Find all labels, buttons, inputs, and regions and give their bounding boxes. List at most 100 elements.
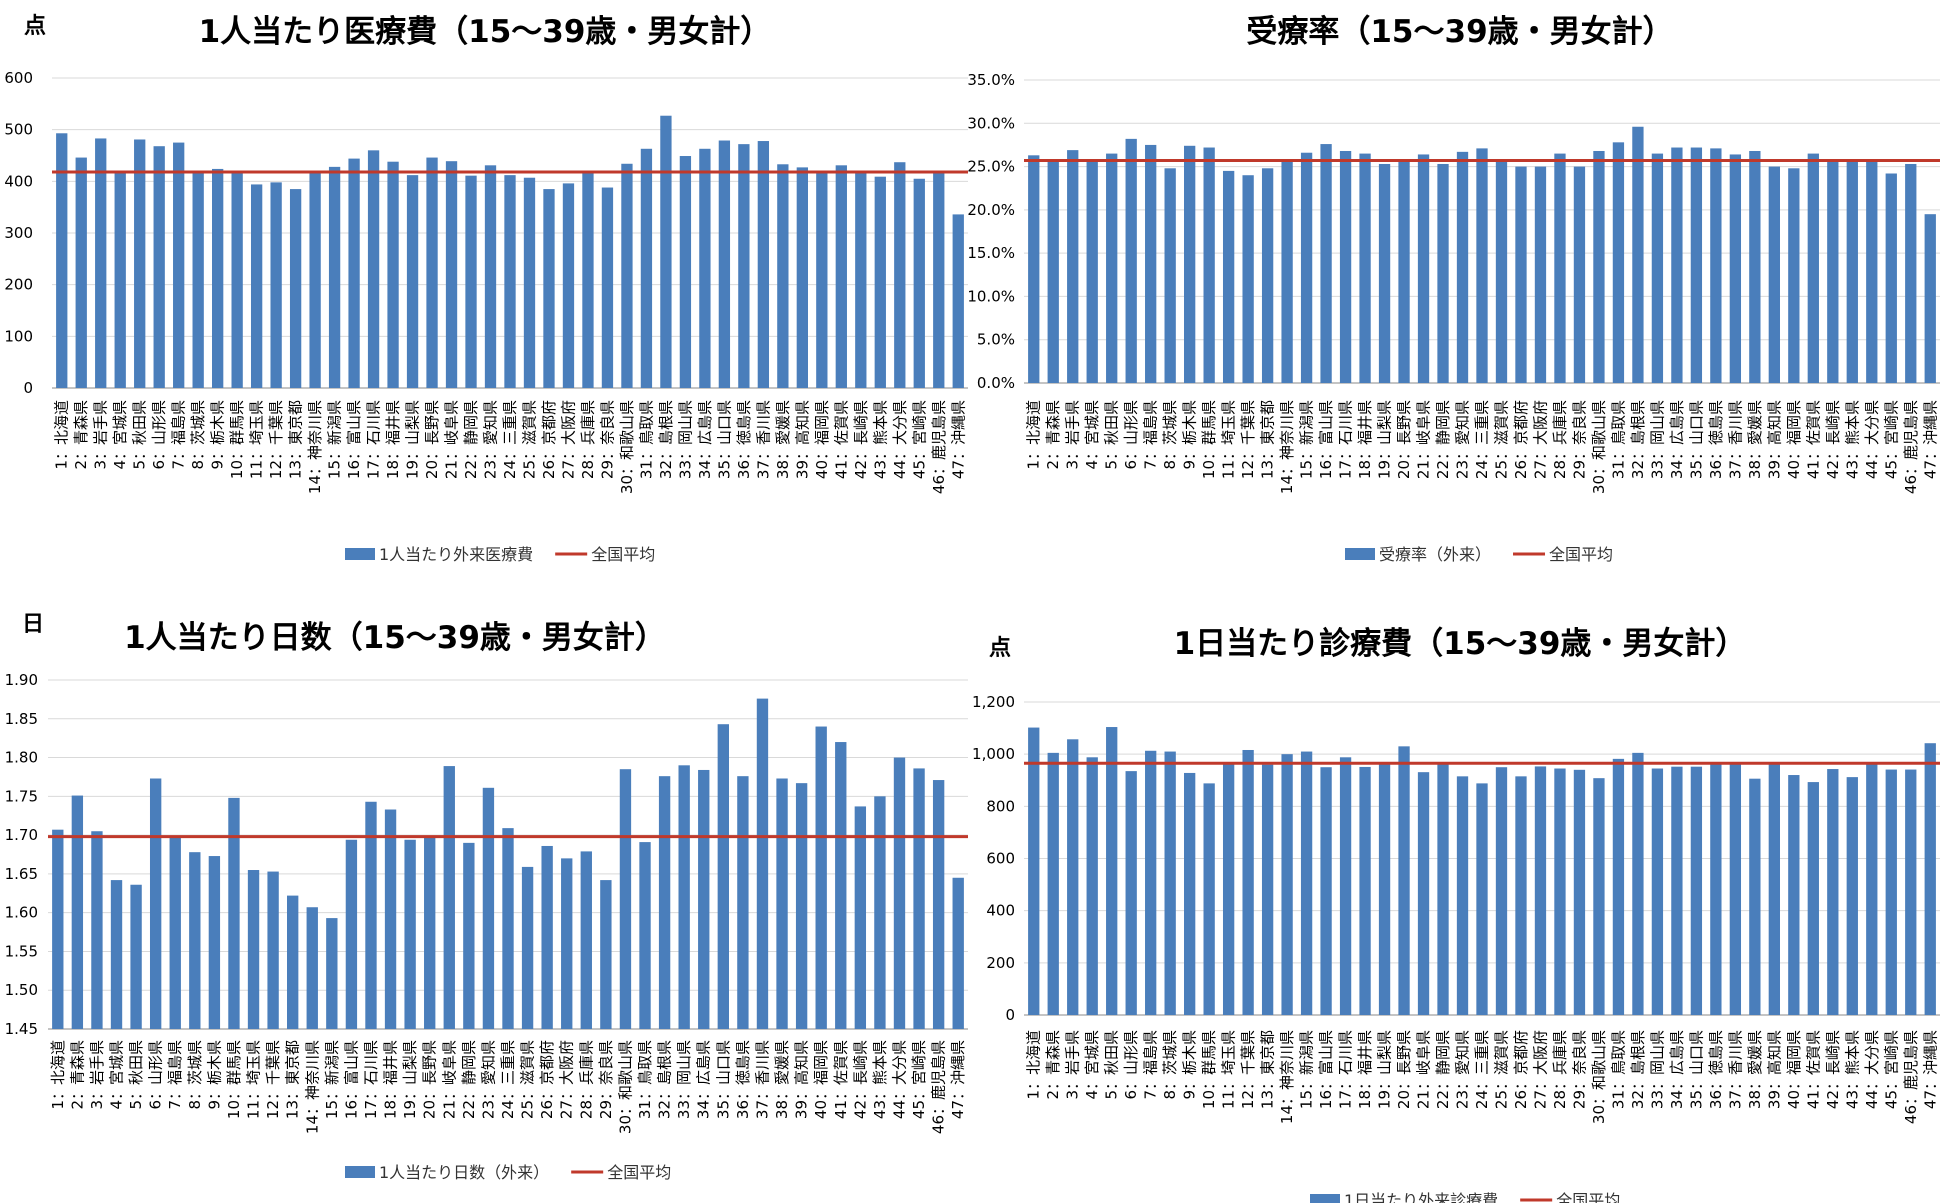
x-category-label: 5：秋田県: [1103, 400, 1121, 470]
x-category-label: 32：島根県: [657, 400, 675, 479]
legend-label-bar: 1人当たり日数（外来）: [379, 1163, 549, 1182]
x-category-label: 42：長崎県: [1824, 400, 1842, 479]
x-category-label: 47：沖縄県: [1921, 1030, 1939, 1109]
bar: [601, 187, 614, 388]
bar: [562, 183, 575, 388]
bar: [1866, 161, 1878, 383]
x-category-label: 42：長崎県: [1824, 1030, 1842, 1109]
legend-label-bar: 1日当たり外来診療費: [1344, 1191, 1498, 1203]
bar: [1671, 147, 1683, 383]
bar: [504, 175, 516, 388]
bar: [621, 163, 633, 388]
bar: [679, 156, 692, 388]
bar: [1573, 166, 1586, 383]
bar: [1788, 168, 1800, 383]
x-category-label: 14：神奈川県: [303, 1040, 321, 1134]
x-category-label: 34：広島県: [1668, 400, 1686, 479]
x-category-label: 32：島根県: [1629, 1030, 1647, 1109]
legend-label-bar: 1人当たり外来医療費: [379, 545, 533, 564]
bar: [231, 172, 243, 388]
bar: [1203, 147, 1215, 383]
x-category-label: 12：千葉県: [264, 1040, 282, 1119]
bar: [1866, 764, 1878, 1015]
chart-panel-consultation-rate: 受療率（15～39歳・男女計） 0.0% 5.0% 10.0% 15.0% 20.0% 2…: [967, 0, 1945, 585]
bar: [874, 796, 886, 1029]
y-tick-label: 800: [986, 797, 1015, 815]
x-category-label: 2：青森県: [72, 400, 90, 470]
x-category-label: 34：広島県: [695, 1040, 713, 1119]
bar: [1827, 769, 1839, 1015]
chart-title: 1人当たり日数（15～39歳・男女計）: [124, 620, 666, 656]
bar: [1300, 152, 1313, 383]
x-category-label: 19：山梨県: [1376, 400, 1394, 479]
chart-plot: 0 100 200 300 400 500 600 1：北海道 2：青森県 3：岩手県 4：宮城県 5…: [4, 69, 968, 564]
bar: [1495, 161, 1508, 383]
bar: [406, 175, 419, 388]
bar: [582, 172, 594, 388]
bar: [1359, 153, 1371, 383]
x-category-label: 23：愛知県: [482, 400, 500, 479]
bar: [212, 168, 224, 388]
x-category-label: 23：愛知県: [1454, 1030, 1472, 1109]
legend-label-average: 全国平均: [1556, 1191, 1620, 1203]
x-category-label: 15：新潟県: [323, 1040, 341, 1119]
bar: [1495, 767, 1508, 1015]
bar: [932, 780, 945, 1029]
x-category-label: 26：京都府: [1512, 400, 1530, 479]
bar: [1788, 775, 1800, 1015]
chart-title: 受療率（15～39歳・男女計）: [1246, 14, 1674, 50]
x-category-label: 43：熊本県: [871, 1040, 889, 1119]
x-category-label: 40：福岡県: [1785, 400, 1803, 479]
y-tick-label: 25.0%: [967, 158, 1015, 176]
bar: [309, 172, 321, 388]
x-category-label: 15：新潟県: [326, 400, 344, 479]
bar: [1749, 150, 1761, 383]
y-unit-label: 点: [989, 636, 1012, 661]
bar: [1242, 175, 1254, 383]
bar: [1671, 766, 1683, 1015]
bar: [1924, 743, 1936, 1015]
bar: [523, 177, 536, 388]
y-tick-label: 1.65: [5, 865, 38, 883]
x-category-label: 13：東京都: [284, 1040, 302, 1119]
legend-swatch-bar: [1345, 548, 1375, 560]
bar: [289, 189, 302, 388]
y-tick-label: 5.0%: [977, 331, 1015, 349]
bar: [1554, 768, 1566, 1015]
y-tick-label: 500: [4, 121, 33, 139]
x-category-label: 23：愛知県: [1454, 400, 1472, 479]
bar: [894, 162, 906, 388]
bar: [56, 133, 68, 388]
x-category-label: 19：山梨県: [401, 1040, 419, 1119]
x-category-label: 8：茨城県: [1161, 400, 1179, 470]
bar: [1710, 763, 1722, 1015]
y-tick-label: 0: [23, 379, 33, 397]
bar: [1067, 150, 1079, 383]
bar: [443, 766, 455, 1029]
x-category-label: 31：鳥取県: [1609, 400, 1627, 479]
x-category-label: 24：三重県: [499, 1040, 517, 1119]
y-tick-label: 30.0%: [967, 114, 1015, 132]
y-tick-label: 1.55: [5, 942, 38, 960]
bar: [835, 742, 847, 1029]
x-category-label: 22：静岡県: [460, 1040, 478, 1119]
x-category-label: 36：徳島県: [1707, 1030, 1725, 1109]
bar: [1593, 778, 1605, 1015]
x-category-label: 22：静岡県: [1434, 400, 1452, 479]
x-category-label: 18：福井県: [1356, 400, 1374, 479]
legend-label-average: 全国平均: [591, 545, 655, 564]
x-category-label: 11：埼玉県: [1220, 1030, 1238, 1109]
x-category-label: 1：北海道: [49, 1040, 67, 1110]
bar: [1573, 769, 1586, 1015]
bar: [1300, 751, 1313, 1015]
bar: [1749, 778, 1761, 1015]
x-category-label: 38：愛媛県: [773, 1040, 791, 1119]
x-category-label: 37：香川県: [1726, 400, 1744, 479]
x-category-label: 20：長野県: [421, 1040, 439, 1119]
chart-title: 1人当たり医療費（15～39歳・男女計）: [198, 14, 772, 50]
bar: [75, 157, 87, 388]
x-category-label: 46：鹿児島県: [930, 400, 948, 494]
x-category-label: 44：大分県: [1863, 400, 1881, 479]
x-category-label: 27：大阪府: [1531, 1030, 1549, 1109]
bar: [71, 795, 84, 1029]
